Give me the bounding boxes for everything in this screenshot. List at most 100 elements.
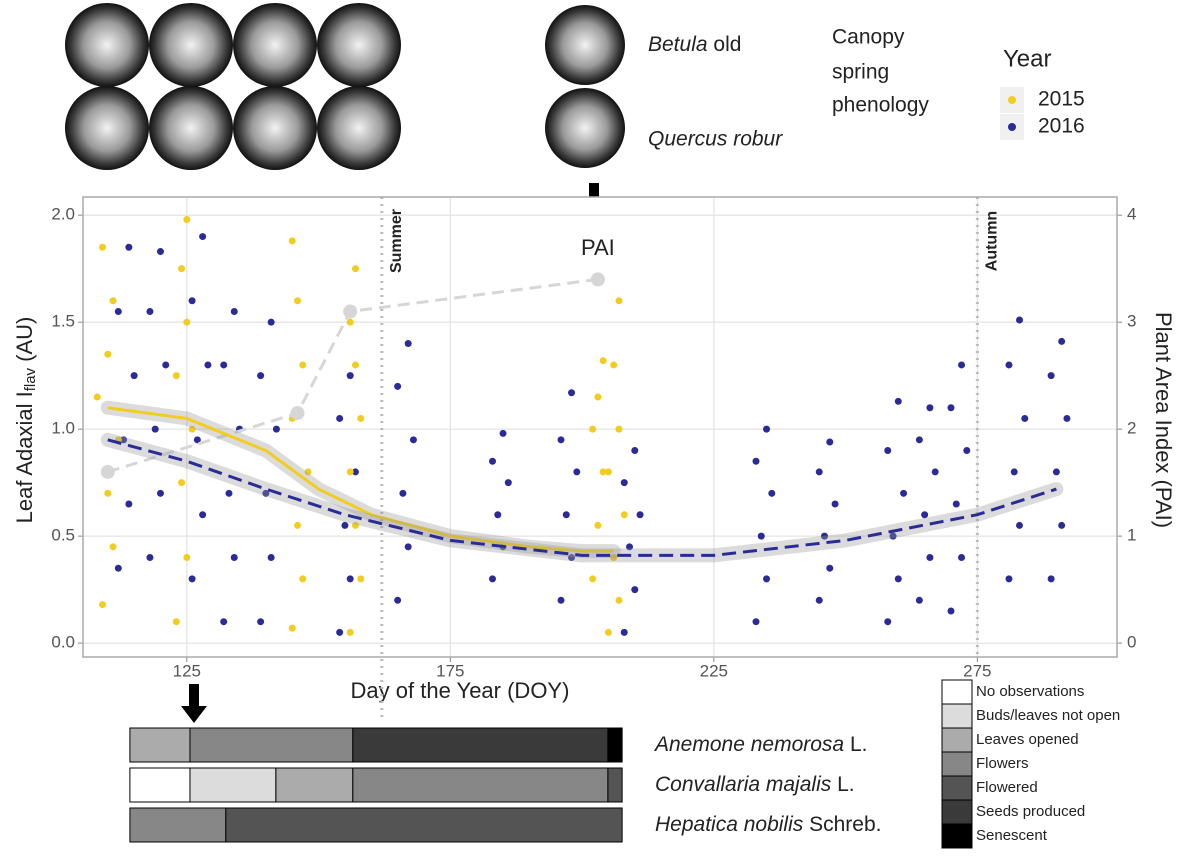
- data-point: [178, 479, 186, 487]
- data-point: [815, 596, 823, 604]
- stage-key: [941, 775, 973, 801]
- data-point: [931, 468, 939, 476]
- legend-title: Year: [1003, 45, 1052, 72]
- data-point: [351, 468, 359, 476]
- data-point: [831, 500, 839, 508]
- data-point: [604, 628, 612, 636]
- pai-point: [590, 272, 605, 287]
- stage-label: No observations: [976, 683, 1084, 700]
- canopy-label: Canopy: [832, 26, 905, 49]
- data-point: [504, 479, 512, 487]
- data-point: [499, 429, 507, 437]
- phenology-segment: [352, 767, 609, 803]
- stage-key: [941, 823, 973, 849]
- data-point: [947, 404, 955, 412]
- x-tick-label: 225: [700, 661, 728, 680]
- canopy-photos: [65, 3, 625, 170]
- data-point: [889, 532, 897, 540]
- data-point: [220, 361, 228, 369]
- data-point: [594, 393, 602, 401]
- data-point: [963, 447, 971, 455]
- data-point: [188, 297, 196, 305]
- data-point: [915, 436, 923, 444]
- data-point: [568, 389, 576, 397]
- data-point: [346, 575, 354, 583]
- data-point: [1063, 414, 1071, 422]
- data-point: [98, 243, 106, 251]
- data-point: [926, 554, 934, 562]
- data-point: [1058, 521, 1066, 529]
- arrow: [181, 684, 207, 723]
- phenology-segment: [607, 767, 623, 803]
- data-point: [615, 596, 623, 604]
- legend-marker: [1008, 96, 1016, 104]
- data-point: [610, 361, 618, 369]
- data-point: [257, 618, 265, 626]
- data-point: [156, 248, 164, 256]
- phenology-segment: [129, 767, 191, 803]
- data-point: [267, 554, 275, 562]
- data-point: [188, 575, 196, 583]
- data-point: [900, 489, 908, 497]
- y-tick-label: 0.0: [51, 633, 75, 652]
- canopy-label: phenology: [832, 94, 929, 117]
- data-point: [125, 500, 133, 508]
- x-tick-label: 175: [436, 661, 464, 680]
- pai-point: [343, 304, 358, 319]
- fit-line: [107, 438, 1057, 557]
- data-point: [120, 436, 128, 444]
- data-point: [1047, 575, 1055, 583]
- data-point: [267, 318, 275, 326]
- pai-point: [100, 464, 115, 479]
- species-name: Convallaria majalis: [655, 773, 832, 796]
- data-point: [589, 425, 597, 433]
- data-point: [768, 489, 776, 497]
- y2-tick-label: 3: [1127, 312, 1136, 331]
- data-point: [130, 372, 138, 380]
- data-point: [915, 596, 923, 604]
- data-point: [104, 489, 112, 497]
- data-point: [346, 628, 354, 636]
- stage-key: [941, 799, 973, 825]
- data-point: [346, 372, 354, 380]
- stage-label: Flowered: [976, 779, 1038, 796]
- y2-tick-label: 1: [1127, 526, 1136, 545]
- y2-axis-title: Plant Area Index (PAI): [1151, 312, 1176, 528]
- data-point: [615, 297, 623, 305]
- data-point: [631, 447, 639, 455]
- data-point: [293, 297, 301, 305]
- data-point: [262, 489, 270, 497]
- phenology-segment: [129, 807, 227, 843]
- data-point: [162, 361, 170, 369]
- data-point: [815, 468, 823, 476]
- data-point: [114, 564, 122, 572]
- canopy-label: spring: [832, 61, 889, 84]
- data-point: [151, 425, 159, 433]
- data-point: [958, 361, 966, 369]
- caption-quercus: Quercus robur: [648, 128, 783, 151]
- legend-label: 2015: [1038, 88, 1085, 111]
- data-point: [299, 361, 307, 369]
- stage-key: [941, 703, 973, 729]
- data-point: [884, 447, 892, 455]
- phenology-segment: [352, 727, 609, 763]
- stage-label: Leaves opened: [976, 731, 1079, 748]
- data-point: [351, 265, 359, 273]
- species-name: Hepatica nobilis: [655, 813, 804, 836]
- y2-tick-label: 0: [1127, 633, 1136, 652]
- stage-label: Seeds produced: [976, 803, 1085, 820]
- data-point: [304, 468, 312, 476]
- data-point: [1010, 468, 1018, 476]
- data-point: [1005, 361, 1013, 369]
- data-point: [114, 307, 122, 315]
- data-point: [610, 554, 618, 562]
- data-point: [763, 425, 771, 433]
- data-point: [1052, 468, 1060, 476]
- data-point: [346, 318, 354, 326]
- x-tick-label: 125: [173, 661, 201, 680]
- x-axis-title: Day of the Year (DOY): [351, 678, 570, 703]
- data-point: [921, 511, 929, 519]
- data-point: [146, 307, 154, 315]
- data-point: [926, 404, 934, 412]
- phenology-segment: [275, 767, 354, 803]
